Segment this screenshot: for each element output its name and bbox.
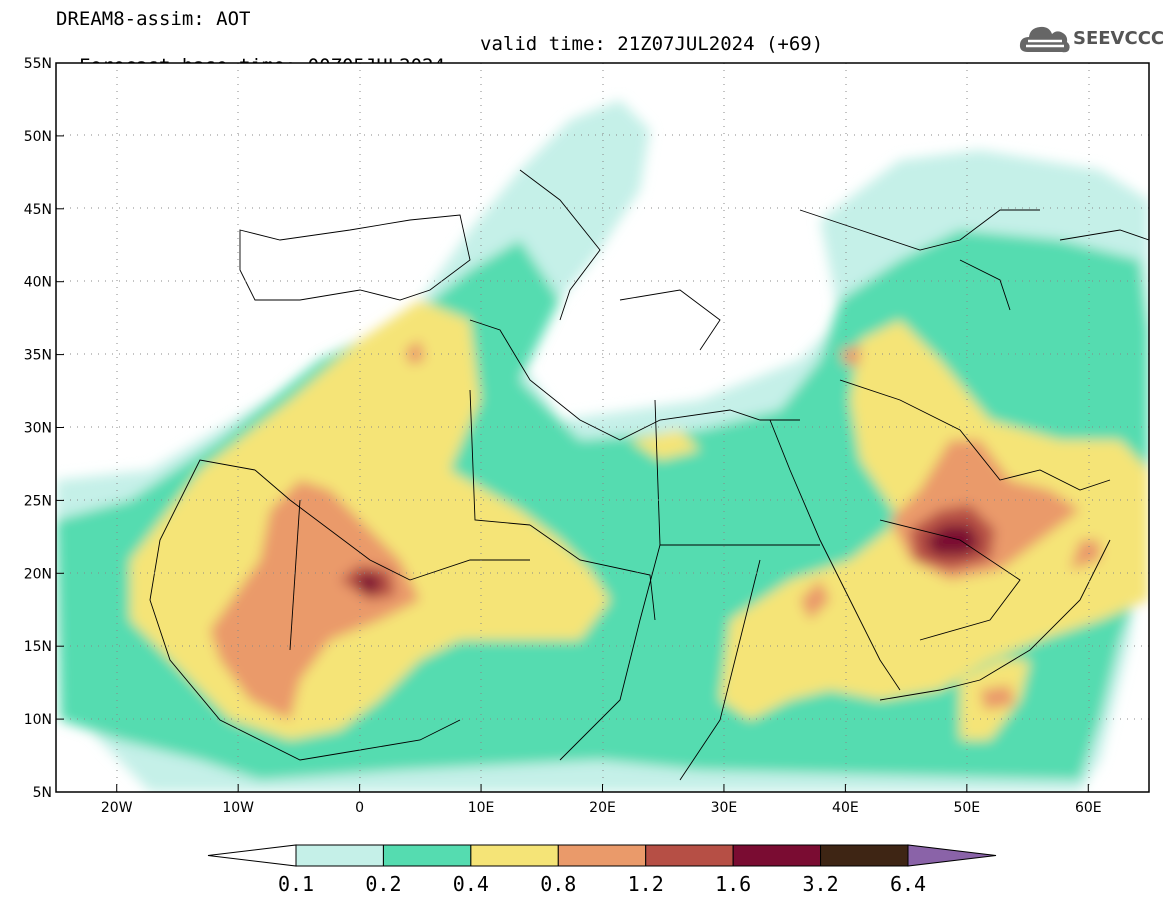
seevccc-logo: SEEVCCC [1018,22,1164,58]
lon-label: 60E [1075,800,1102,816]
colorbar-label: 1.2 [627,872,664,896]
lon-label: 10E [468,800,495,816]
lat-label: 55N [24,56,52,72]
colorbar-segment [382,844,472,867]
colorbar [207,844,997,867]
colorbar-over-arrow [907,844,997,867]
graticule [56,63,1149,792]
lat-label: 10N [24,712,52,728]
logo-text: SEEVCCC [1073,28,1165,49]
colorbar-label: 3.2 [802,872,839,896]
lat-label: 20N [24,566,52,582]
lon-label: 30E [711,800,738,816]
lat-label: 5N [33,785,52,801]
colorbar-under-arrow [207,844,297,867]
map-title: DREAM8-assim: AOT [56,8,251,30]
colorbar-label: 0.4 [452,872,489,896]
lat-label: 30N [24,421,52,437]
latitude-axis: 55N 50N 45N 40N 35N 30N 25N 20N 15N 10N 5N [24,56,64,801]
aot-field [56,63,1149,792]
lat-label: 25N [24,493,52,509]
colorbar-segment [820,844,909,867]
lon-label: 10W [222,800,254,816]
lat-label: 35N [24,348,52,364]
lat-label: 50N [24,129,52,145]
lon-label: 20E [589,800,616,816]
colorbar-segment [295,844,384,867]
colorbar-segment [557,844,647,867]
lat-label: 15N [24,639,52,655]
colorbar-label: 6.4 [889,872,927,896]
colorbar-label: 0.1 [277,872,315,896]
cloud-icon [1019,26,1070,53]
colorbar-segment [645,844,734,867]
colorbar-segment [470,844,559,867]
lon-label: 0 [355,800,364,816]
colorbar-segment [732,844,822,867]
lat-label: 45N [24,202,52,218]
colorbar-label: 0.2 [365,872,402,896]
lon-label: 50E [953,800,980,816]
lon-label: 40E [832,800,859,816]
valid-time: valid time: 21Z07JUL2024 (+69) [480,33,824,55]
colorbar-label: 0.8 [540,872,577,896]
longitude-axis: 20W 10W 0 10E 20E 30E 40E 50E 60E [101,784,1102,816]
lat-label: 40N [24,275,52,291]
colorbar-label: 1.6 [715,872,752,896]
coastlines [149,169,1149,781]
lon-label: 20W [101,800,133,816]
